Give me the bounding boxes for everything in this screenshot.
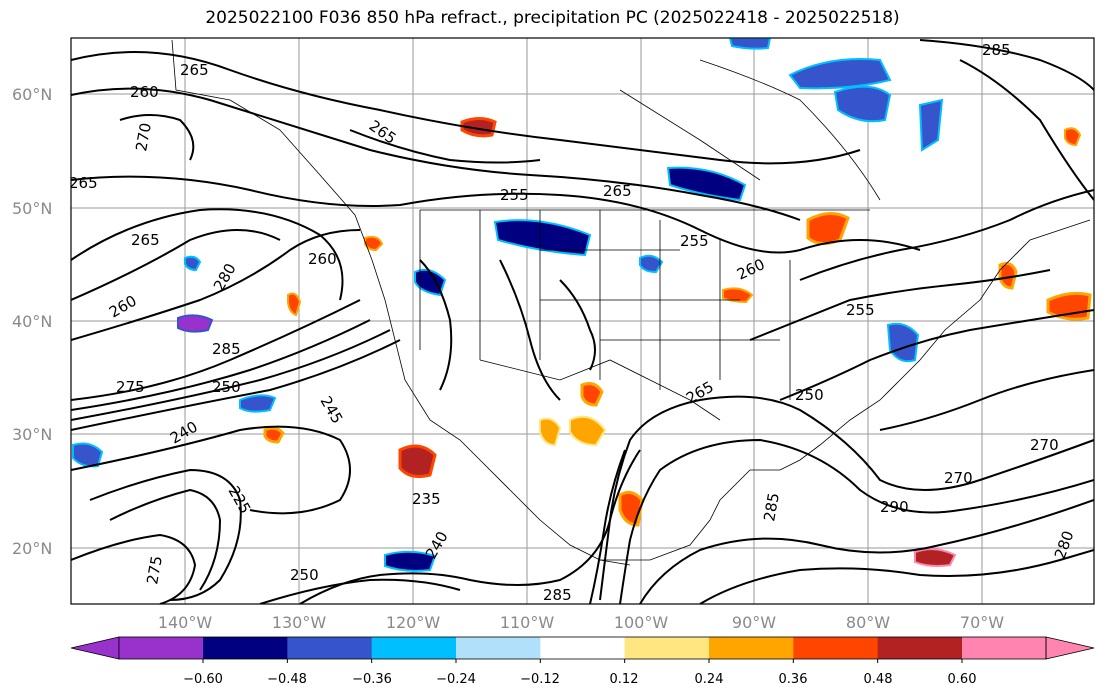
colorbar-tick-label: −0.60 (183, 672, 223, 687)
lat-label: 20°N (12, 539, 52, 558)
contour-label: 250 (212, 378, 241, 396)
colorbar-over-extension (1045, 636, 1095, 660)
colorbar-bin (371, 637, 457, 659)
precip-area (998, 262, 1018, 290)
lon-label: 80°W (846, 613, 890, 632)
colorbar-bin (793, 637, 879, 659)
contour-label: 275 (116, 378, 145, 396)
colorbar-bin (877, 637, 963, 659)
contour-label: 285 (760, 491, 783, 522)
latitude-labels: 60°N 50°N 40°N 30°N 20°N (12, 85, 52, 558)
precip-area (569, 415, 607, 447)
lat-label: 30°N (12, 425, 52, 444)
colorbar-tick-label: −0.12 (520, 672, 560, 687)
colorbar-bin (203, 637, 288, 659)
contour-label: 260 (130, 83, 159, 101)
colorbar-tick-label: 0.24 (695, 672, 724, 687)
colorbar-bin (624, 637, 710, 659)
contour-label: 265 (131, 231, 160, 249)
contour-label: 265 (69, 174, 98, 192)
contour-labels: 265 260 270 265 265 255 265 255 260 255 … (69, 41, 1078, 604)
colorbar-tick-label: 0.36 (779, 672, 808, 687)
colorbar-bin (962, 637, 1046, 659)
contour-label: 270 (1030, 436, 1059, 454)
precip-area (806, 212, 850, 245)
colorbar-bin (287, 637, 373, 659)
lon-label: 130°W (272, 613, 327, 632)
precip-area (539, 417, 562, 447)
precip-area (239, 394, 277, 413)
lon-label: 100°W (614, 613, 669, 632)
precip-area (398, 444, 437, 478)
lon-label: 110°W (500, 613, 555, 632)
colorbar-bin (709, 637, 794, 659)
precip-area (177, 314, 214, 333)
colorbar-tick-label: −0.48 (267, 672, 307, 687)
contour-label: 270 (944, 469, 973, 487)
lon-label: 90°W (732, 613, 776, 632)
colorbar-tick-label: 0.60 (948, 672, 977, 687)
contour-label: 235 (412, 490, 441, 508)
colorbar (70, 636, 1095, 663)
precip-area (1064, 127, 1082, 147)
contour-label: 255 (500, 186, 529, 204)
precip-area (918, 98, 944, 152)
contour-label: 285 (212, 340, 241, 358)
lon-label: 70°W (960, 613, 1004, 632)
colorbar-bin (540, 637, 626, 659)
contour-label: 265 (603, 182, 632, 200)
precip-area (666, 166, 747, 202)
longitude-labels: 140°W 130°W 120°W 110°W 100°W 90°W 80°W … (158, 613, 1004, 632)
lon-label: 140°W (158, 613, 213, 632)
colorbar-under-extension (70, 636, 120, 660)
contour-label: 285 (543, 586, 572, 604)
precip-area (728, 38, 772, 50)
contour-label: 255 (846, 301, 875, 319)
colorbar-tick-label: 0.48 (864, 672, 893, 687)
contour-label: 290 (880, 498, 909, 516)
contour-label: 270 (132, 121, 155, 152)
map-title: 2025022100 F036 850 hPa refract., precip… (205, 8, 900, 28)
lat-label: 60°N (12, 85, 52, 104)
precip-area (493, 219, 592, 257)
precip-area (263, 426, 285, 444)
colorbar-bin (119, 637, 203, 659)
precip-area (287, 292, 302, 317)
precip-area (722, 287, 754, 304)
colorbar-bin (456, 637, 541, 659)
precip-shading (72, 38, 1092, 572)
precip-area (72, 442, 104, 468)
colorbar-ticks: −0.60 −0.48 −0.36 −0.24 −0.12 0.12 0.24 … (183, 672, 976, 687)
lat-label: 40°N (12, 312, 52, 331)
contour-label: 255 (680, 232, 709, 250)
precip-area (414, 268, 447, 297)
contour-label: 265 (180, 61, 209, 79)
contour-label: 260 (308, 250, 337, 268)
lat-label: 50°N (12, 199, 52, 218)
contour-label: 285 (982, 41, 1011, 59)
colorbar-tick-label: −0.24 (436, 672, 476, 687)
precip-area (833, 85, 892, 123)
contour-label: 250 (290, 566, 319, 584)
precip-area (788, 58, 892, 90)
colorbar-tick-label: 0.12 (610, 672, 639, 687)
precip-area (580, 382, 604, 407)
precip-area (886, 322, 920, 363)
precip-area (639, 254, 664, 274)
precip-area (184, 255, 202, 272)
contour-label: 275 (143, 554, 166, 585)
colorbar-outline (118, 636, 1047, 660)
precip-area (384, 550, 437, 572)
contour-label: 250 (795, 386, 824, 404)
precip-area (914, 548, 957, 567)
lon-label: 120°W (386, 613, 441, 632)
colorbar-tick-label: −0.36 (352, 672, 392, 687)
map-frame (70, 37, 1095, 605)
refractivity-contours (71, 39, 1094, 604)
precip-area (460, 117, 497, 138)
